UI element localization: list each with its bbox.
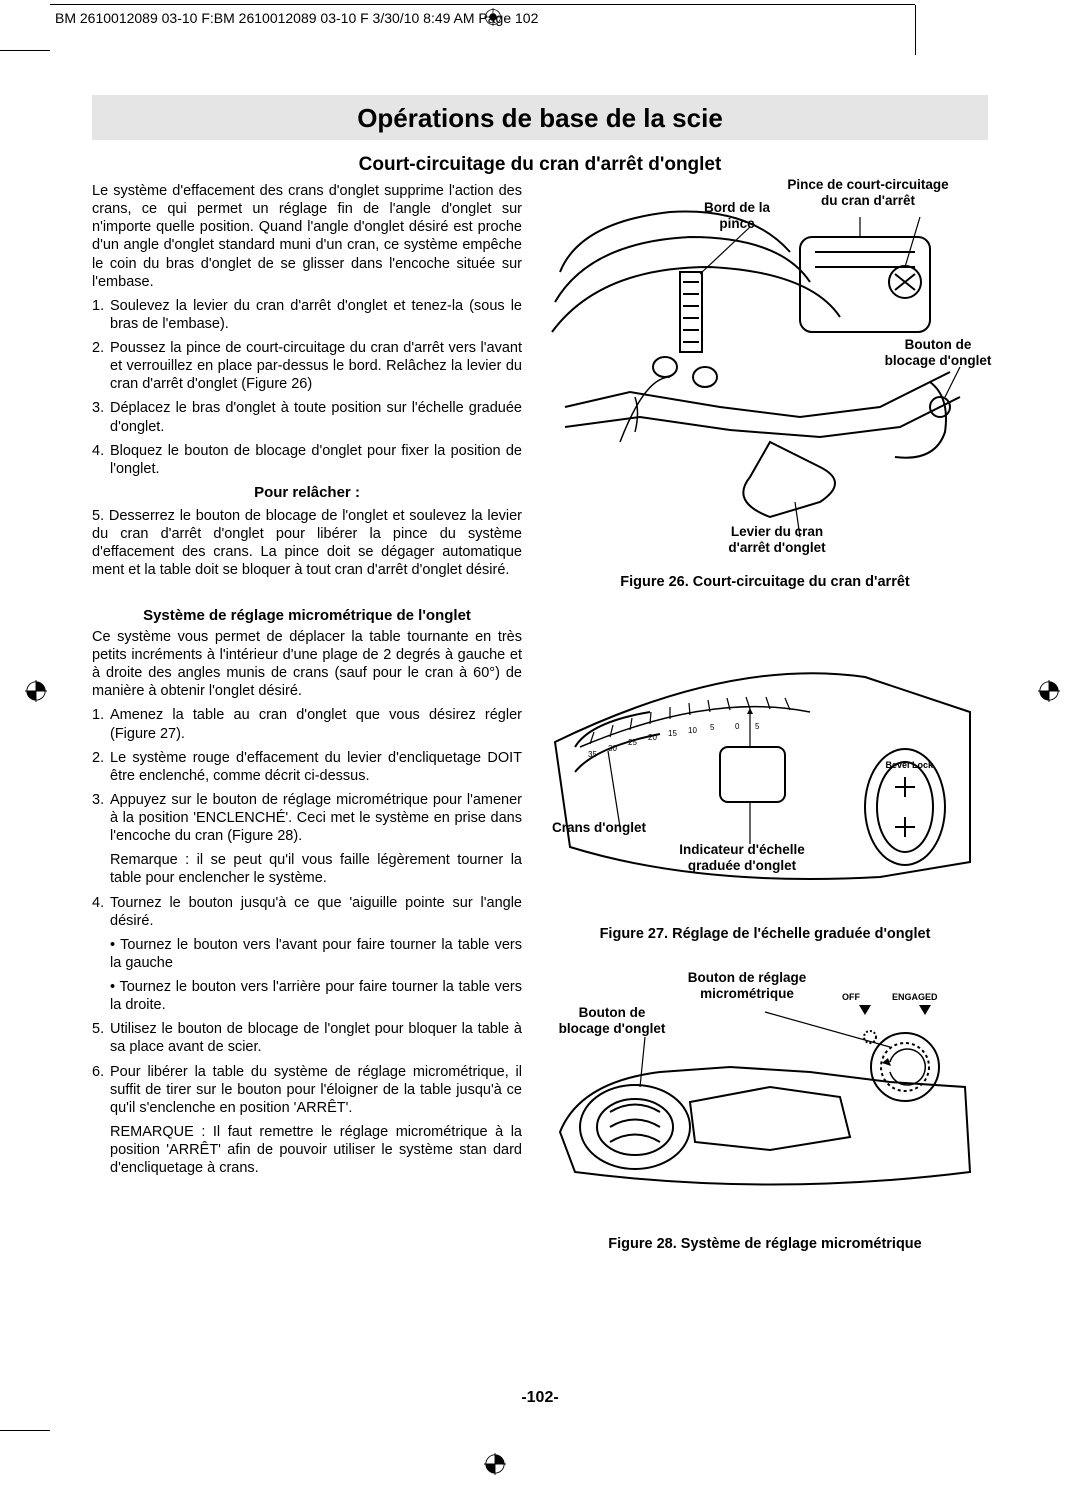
figure-label: Bevel Lock <box>885 760 933 770</box>
manual-page: BM 2610012089 03-10 F:BM 2610012089 03-1… <box>0 0 1080 1487</box>
step-item: 4.Tournez le bouton jusqu'à ce que 'aigu… <box>92 894 522 930</box>
svg-text:25: 25 <box>628 738 637 747</box>
figure-label: Levier du crand'arrêt d'onglet <box>702 524 852 555</box>
figure-caption: Figure 28. Système de réglage micrométri… <box>542 1236 988 1252</box>
figure-28: Bouton de réglagemicrométrique Bouton de… <box>542 972 988 1252</box>
figure-label: Indicateur d'échellegraduée d'onglet <box>657 842 827 873</box>
print-header: BM 2610012089 03-10 F:BM 2610012089 03-1… <box>55 10 538 26</box>
step-bullet: • Tournez le bouton vers l'avant pour fa… <box>92 936 522 972</box>
page-number: -102- <box>92 1389 988 1407</box>
step-note: Remarque : il se peut qu'il vous faille … <box>92 851 522 887</box>
figure-column-right: Pince de court-circuitagedu cran d'arrêt… <box>542 182 988 1252</box>
registration-mark-icon <box>1038 680 1060 702</box>
release-heading: Pour relâcher : <box>92 484 522 503</box>
svg-text:5: 5 <box>710 723 715 732</box>
svg-text:0: 0 <box>735 722 740 731</box>
registration-mark-icon <box>484 1453 506 1475</box>
svg-text:15: 15 <box>668 729 677 738</box>
figure-label: Bouton de réglagemicrométrique <box>662 970 832 1001</box>
step-item: 5.Utilisez le bouton de blocage de l'ong… <box>92 1020 522 1056</box>
intro-paragraph: Le système d'effacement des crans d'ongl… <box>92 182 522 291</box>
step-item: 2.Le système rouge d'effacement du levie… <box>92 749 522 785</box>
release-paragraph: 5. Desserrez le bouton de blocage de l'o… <box>92 507 522 580</box>
step-item: 1.Amenez la table au cran d'onglet que v… <box>92 706 522 742</box>
step-item: 1.Soulevez la levier du cran d'arrêt d'o… <box>92 297 522 333</box>
registration-mark-icon <box>25 680 47 702</box>
svg-text:10: 10 <box>688 726 697 735</box>
figure-label: Crans d'onglet <box>552 820 646 836</box>
step-item: 3.Déplacez le bras d'onglet à toute posi… <box>92 399 522 435</box>
text-column-left: Le système d'effacement des crans d'ongl… <box>92 182 522 1252</box>
svg-text:20: 20 <box>648 733 657 742</box>
crop-mark-left <box>0 50 50 51</box>
figure-label: ENGAGED <box>892 992 938 1002</box>
svg-text:30: 30 <box>608 744 617 753</box>
section2-heading: Système de réglage micrométrique de l'on… <box>92 607 522 626</box>
figure-label: Bouton deblocage d'onglet <box>873 337 1003 368</box>
page-content: Opérations de base de la scie Court-circ… <box>92 95 988 1407</box>
figure-label: Pince de court-circuitagedu cran d'arrêt <box>768 177 968 208</box>
svg-text:35: 35 <box>588 750 597 759</box>
figure-27: 35 30 25 20 15 10 5 0 5 <box>542 652 988 942</box>
step-item: 4.Bloquez le bouton de blocage d'onglet … <box>92 442 522 478</box>
figure-26: Pince de court-circuitagedu cran d'arrêt… <box>542 182 988 582</box>
step-item: 6.Pour libérer la table du système de ré… <box>92 1063 522 1117</box>
section2-intro: Ce système vous permet de déplacer la ta… <box>92 628 522 701</box>
crop-mark-bottom <box>0 1430 50 1431</box>
figure-caption: Figure 26. Court-circuitage du cran d'ar… <box>542 574 988 590</box>
step-item: 3.Appuyez sur le bouton de réglage micro… <box>92 791 522 845</box>
figure-label: Bouton deblocage d'onglet <box>542 1005 682 1036</box>
registration-mark-icon <box>484 8 502 26</box>
figure-label: Bord de lapince <box>692 200 782 231</box>
figure-label: OFF <box>842 992 860 1002</box>
step-bullet: • Tournez le bouton vers l'arrière pour … <box>92 978 522 1014</box>
svg-text:5: 5 <box>755 722 760 731</box>
figure-caption: Figure 27. Réglage de l'échelle graduée … <box>542 926 988 942</box>
step-note: REMARQUE : Il faut remettre le réglage m… <box>92 1123 522 1177</box>
step-item: 2.Poussez la pince de court-circuitage d… <box>92 339 522 393</box>
section-subtitle: Court-circuitage du cran d'arrêt d'ongle… <box>92 154 988 176</box>
section-title: Opérations de base de la scie <box>92 95 988 140</box>
